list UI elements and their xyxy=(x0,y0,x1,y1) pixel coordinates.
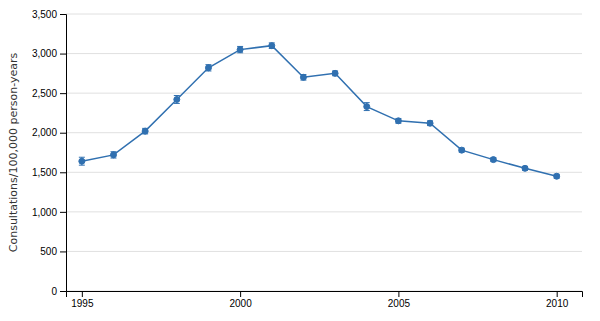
y-tick-label: 2,500 xyxy=(32,88,57,99)
y-axis-line xyxy=(60,15,67,292)
error-bar xyxy=(237,46,243,52)
y-tick: 1,500 xyxy=(32,167,66,178)
error-bar xyxy=(427,121,433,126)
x-tick-mark xyxy=(82,291,83,297)
x-tick-mark xyxy=(557,291,558,297)
error-bar xyxy=(79,157,85,165)
grid-line xyxy=(66,211,582,212)
x-axis: 1995 2000 2005 2010 xyxy=(67,291,583,309)
y-tick-mark xyxy=(60,133,66,134)
grid-line xyxy=(66,14,582,15)
y-tick-label: 1,500 xyxy=(32,167,57,178)
y-tick: 500 xyxy=(40,246,66,257)
error-bar xyxy=(332,71,338,76)
grid-line xyxy=(66,172,582,173)
y-axis: 0 500 1,000 1,500 2,000 2,500 3,000 3,500 xyxy=(32,9,67,297)
y-tick-label: 2,000 xyxy=(32,127,57,138)
y-tick: 3,000 xyxy=(32,48,66,59)
point xyxy=(554,173,560,179)
y-tick: 3,500 xyxy=(32,9,66,20)
point xyxy=(110,152,116,158)
x-tick-label: 2010 xyxy=(546,298,569,309)
error-bar xyxy=(174,96,180,104)
grid xyxy=(66,14,582,291)
error-bar xyxy=(110,152,116,158)
point xyxy=(490,157,496,163)
y-axis-title: Consultations/100,000 person-years xyxy=(7,53,20,253)
point xyxy=(427,120,433,126)
marks xyxy=(79,43,560,180)
chart: 1995 2000 2005 2010 0 500 1,000 1,500 2,000 2,500… xyxy=(0,0,600,321)
y-tick-label: 3,500 xyxy=(32,9,57,20)
y-tick-label: 3,000 xyxy=(32,48,57,59)
point xyxy=(522,165,528,171)
x-tick: 2005 xyxy=(388,291,411,309)
y-tick: 2,500 xyxy=(32,88,66,99)
y-tick-mark xyxy=(60,291,66,292)
x-tick: 2000 xyxy=(229,291,252,309)
point xyxy=(174,96,180,102)
y-tick-mark xyxy=(60,212,66,213)
point xyxy=(269,43,275,49)
y-tick-label: 1,000 xyxy=(32,207,57,218)
error-bar xyxy=(395,118,401,123)
x-tick-label: 2005 xyxy=(388,298,411,309)
x-tick-mark xyxy=(398,291,399,297)
error-bar xyxy=(142,128,148,134)
y-tick-label: 0 xyxy=(51,286,57,297)
x-tick-mark xyxy=(240,291,241,297)
point xyxy=(237,47,243,53)
y-tick: 2,000 xyxy=(32,127,66,138)
point xyxy=(364,104,370,110)
grid-line xyxy=(66,93,582,94)
line xyxy=(82,46,557,177)
y-tick-mark xyxy=(60,93,66,94)
point xyxy=(395,118,401,124)
x-tick-label: 2000 xyxy=(229,298,252,309)
y-tick-mark xyxy=(60,172,66,173)
y-tick-mark xyxy=(60,251,66,252)
y-tick-mark xyxy=(60,14,66,15)
error-bar xyxy=(205,65,211,71)
y-tick-label: 500 xyxy=(40,246,57,257)
error-bar xyxy=(269,43,275,49)
point xyxy=(142,128,148,134)
grid-line xyxy=(66,53,582,54)
error-bar xyxy=(364,103,370,111)
y-tick: 0 xyxy=(51,286,66,297)
x-axis-line xyxy=(67,292,583,298)
y-tick-mark xyxy=(60,54,66,55)
x-tick: 1995 xyxy=(71,291,94,309)
y-tick: 1,000 xyxy=(32,207,66,218)
point xyxy=(332,70,338,76)
grid-line xyxy=(66,251,582,252)
plot: 1995 2000 2005 2010 0 500 1,000 1,500 2,000 2,500… xyxy=(32,9,583,309)
point xyxy=(79,158,85,164)
error-bar xyxy=(300,75,306,81)
point xyxy=(459,147,465,153)
x-tick: 2010 xyxy=(546,291,569,309)
point xyxy=(300,74,306,80)
point xyxy=(205,65,211,71)
x-tick-label: 1995 xyxy=(71,298,94,309)
